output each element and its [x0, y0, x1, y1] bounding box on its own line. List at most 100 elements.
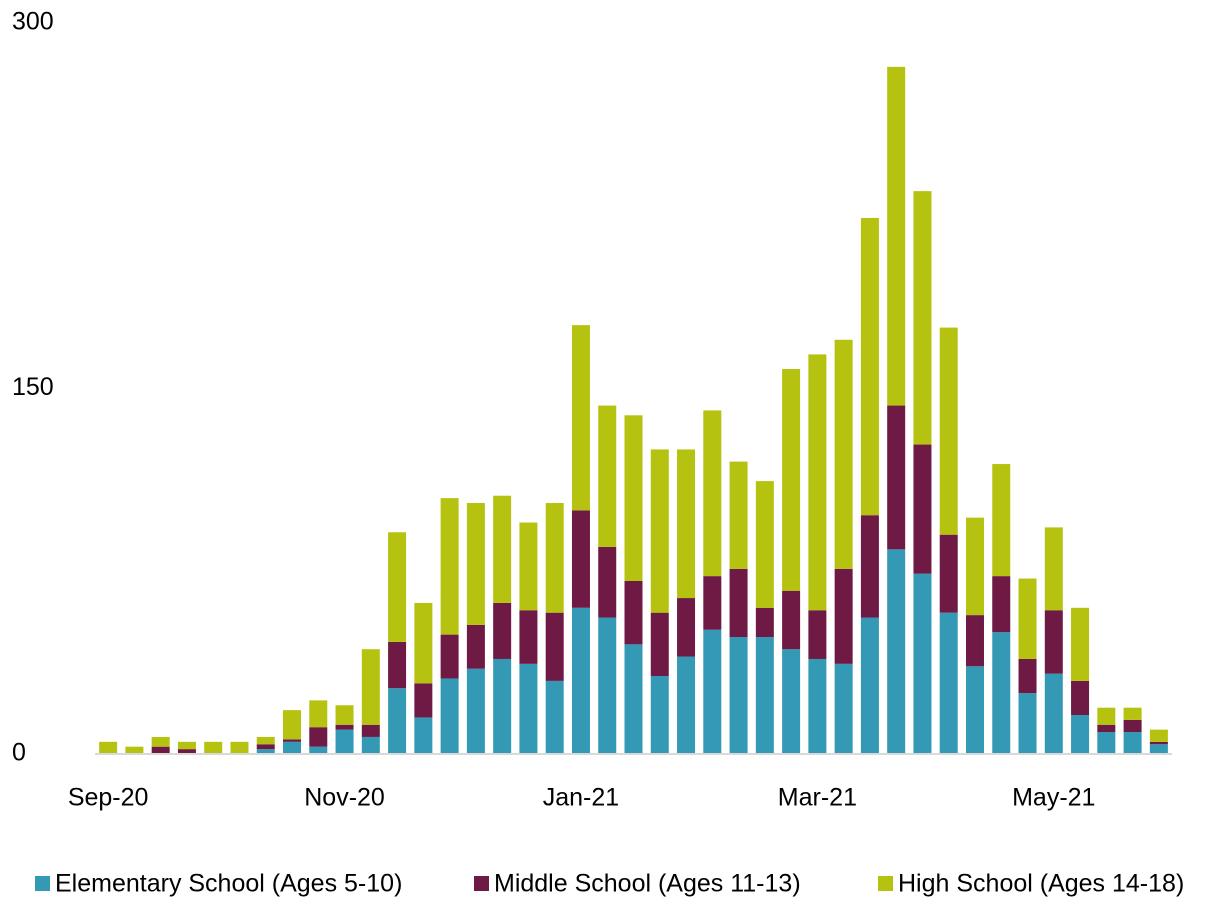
bar-segment — [939, 534, 958, 613]
bar-segment — [782, 649, 801, 754]
bar-segment — [571, 607, 590, 754]
bar-segment — [1044, 527, 1063, 611]
bar-segment — [624, 580, 643, 645]
bar-segment — [256, 749, 275, 754]
bar-segment — [1071, 607, 1090, 681]
bar-segment — [361, 736, 380, 754]
bar-segment — [1097, 732, 1116, 754]
bar-segment — [99, 741, 118, 754]
bar-segment — [677, 598, 696, 657]
bar-segment — [782, 590, 801, 650]
bar-segment — [965, 615, 984, 667]
bar-segment — [703, 576, 722, 630]
bar-segment — [834, 663, 853, 754]
bar-segment — [1097, 724, 1116, 733]
bar-segment — [388, 641, 407, 689]
bar-segment — [782, 369, 801, 591]
bar-segment — [755, 481, 774, 608]
legend-swatch — [878, 876, 893, 891]
bar-segment — [992, 576, 1011, 633]
bar-segment — [624, 644, 643, 754]
bar-segment — [388, 532, 407, 642]
bar-segment — [1018, 578, 1037, 659]
bar-segment — [729, 461, 748, 569]
bar-segment — [388, 688, 407, 754]
bar-segment — [808, 354, 827, 611]
bar-segment — [125, 746, 144, 754]
bar-segment — [309, 727, 328, 747]
legend-swatch — [474, 876, 489, 891]
bar-segment — [493, 495, 512, 603]
bar-segment — [703, 410, 722, 577]
bar-segment — [414, 717, 433, 754]
y-tick-label: 300 — [12, 8, 54, 36]
bar-segment — [151, 736, 170, 747]
bar-segment — [571, 510, 590, 608]
bar-segment — [177, 741, 196, 750]
bar-segment — [992, 464, 1011, 577]
bar-segment — [361, 649, 380, 725]
bar-segment — [992, 632, 1011, 754]
bar-segment — [440, 634, 459, 679]
bar-segment — [493, 658, 512, 754]
bar-segment — [1149, 729, 1168, 742]
bar-segment — [808, 610, 827, 659]
bar-segment — [1071, 715, 1090, 754]
bar-segment — [965, 517, 984, 616]
bar-segment — [256, 736, 275, 745]
bar-segment — [256, 744, 275, 750]
x-tick-label: Sep-20 — [68, 784, 149, 812]
bar-segment — [650, 612, 669, 677]
x-tick-label: May-21 — [1012, 784, 1095, 812]
bar-segment — [755, 607, 774, 638]
bar-segment — [466, 503, 485, 625]
legend-label: Middle School (Ages 11-13) — [494, 870, 801, 898]
bar-segment — [571, 325, 590, 511]
y-tick-label: 150 — [12, 373, 54, 401]
bar-segment — [939, 612, 958, 754]
bar-segment — [361, 724, 380, 737]
bar-segment — [834, 568, 853, 664]
bar-segment — [204, 741, 223, 754]
bar-segment — [913, 573, 932, 754]
bar-segment — [650, 676, 669, 754]
bar-segment — [545, 680, 564, 754]
bar-segment — [1044, 673, 1063, 754]
bar-segment — [913, 191, 932, 445]
bar-segment — [1123, 732, 1142, 754]
bar-segment — [624, 415, 643, 581]
bar-segment — [283, 710, 302, 740]
bar-segment — [335, 724, 354, 730]
bar-segment — [939, 327, 958, 535]
bar-segment — [598, 546, 617, 618]
bar-segment — [1018, 658, 1037, 694]
bar-segment — [887, 405, 906, 550]
bar-segment — [860, 617, 879, 754]
bar-segment — [598, 617, 617, 754]
bar-segment — [1123, 719, 1142, 733]
x-tick-label: Jan-21 — [543, 784, 619, 812]
bar-segment — [1149, 744, 1168, 754]
bar-segment — [283, 741, 302, 754]
bar-segment — [230, 741, 249, 754]
bar-segment — [965, 666, 984, 754]
bar-segment — [309, 746, 328, 754]
bar-segment — [466, 668, 485, 754]
bar-segment — [834, 339, 853, 569]
bar-segment — [1044, 610, 1063, 674]
bar-segment — [177, 749, 196, 754]
bar-segment — [860, 217, 879, 516]
bar-segment — [729, 637, 748, 754]
bar-segment — [335, 705, 354, 725]
bar-segment — [335, 729, 354, 754]
bar-segment — [703, 629, 722, 754]
bar-segment — [677, 449, 696, 599]
bar-segment — [677, 656, 696, 754]
bar-segment — [598, 405, 617, 547]
y-tick-label: 0 — [12, 739, 26, 767]
bar-segment — [519, 522, 538, 611]
bar-segment — [493, 602, 512, 659]
bar-segment — [887, 66, 906, 406]
bar-segment — [151, 746, 170, 754]
legend-label: Elementary School (Ages 5-10) — [55, 870, 402, 898]
